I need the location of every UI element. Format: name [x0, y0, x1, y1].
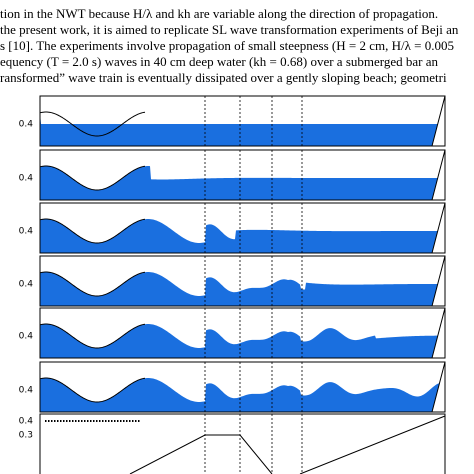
y-tick-label: 0.3 [19, 431, 33, 441]
beach [431, 255, 446, 307]
y-tick-label: 0.4 [19, 386, 34, 396]
y-tick-label: 0.4 [19, 280, 34, 290]
wave-fill [40, 378, 445, 412]
text-line: ransformed” wave train is eventually dis… [0, 70, 447, 85]
beach [431, 95, 446, 147]
bathymetry-line [129, 415, 446, 474]
beach [431, 202, 446, 254]
panel-frame [39, 149, 446, 201]
beach [431, 149, 446, 201]
y-tick-label: 0.4 [19, 227, 34, 237]
y-tick-label: 0.4 [19, 120, 34, 130]
wave-fill [40, 219, 445, 253]
text-line: equency (T = 2.0 s) waves in 40 cm deep … [0, 54, 438, 69]
input-wave [39, 271, 146, 297]
panel-frame [39, 202, 446, 254]
wave-fill [40, 112, 445, 146]
wave-fill [40, 166, 445, 200]
input-wave [39, 323, 146, 349]
panel-frame [39, 413, 446, 474]
text-line: s [10]. The experiments involve propagat… [0, 38, 454, 53]
wave-fill [40, 272, 445, 306]
input-wave [39, 377, 146, 403]
panel-frame [39, 95, 446, 147]
input-wave [39, 218, 146, 244]
beach [431, 307, 446, 359]
y-tick-label: 0.4 [19, 174, 34, 184]
input-wave [39, 165, 146, 191]
text-line: tion in the NWT because H/λ and kh are v… [0, 6, 439, 21]
text-line: the present work, it is aimed to replica… [0, 22, 459, 37]
panel-frame [39, 255, 446, 307]
panel-frame [39, 307, 446, 359]
input-wave [39, 111, 146, 137]
wave-fill [40, 324, 445, 358]
y-tick-label: 0.4 [19, 417, 34, 427]
y-tick-label: 0.4 [19, 332, 34, 342]
panel-frame [39, 361, 446, 413]
